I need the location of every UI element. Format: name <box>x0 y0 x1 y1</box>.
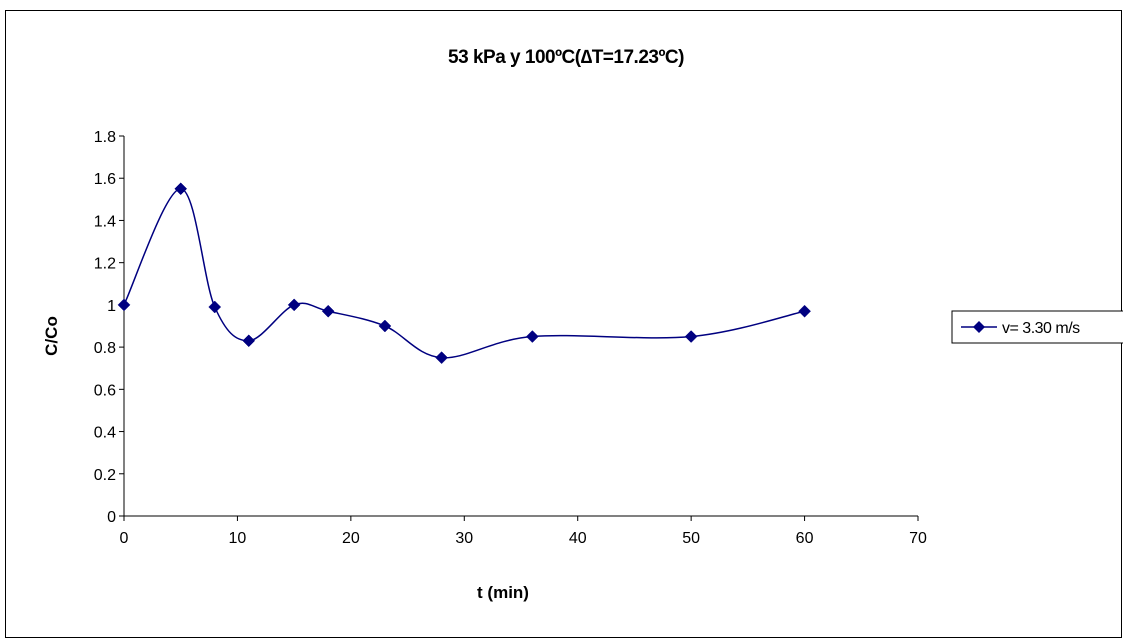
x-tick-label: 60 <box>796 530 814 547</box>
y-tick-label: 0 <box>107 509 116 526</box>
x-tick-label: 40 <box>569 530 587 547</box>
y-tick-label: 0.8 <box>94 340 116 357</box>
y-tick-label: 1.6 <box>94 171 116 188</box>
data-point <box>684 330 698 343</box>
x-tick-label: 0 <box>120 530 129 547</box>
line-chart: 53 kPa y 100ºC(∆T=17.23ºC) C/Co t (min) … <box>42 47 1123 602</box>
data-point <box>525 330 539 343</box>
x-axis-title: t (min) <box>477 583 529 602</box>
x-tick-label: 30 <box>455 530 473 547</box>
x-tick-label: 50 <box>682 530 700 547</box>
y-tick-label: 0.6 <box>94 382 116 399</box>
data-point <box>174 182 188 196</box>
plot-area <box>117 182 811 365</box>
data-point <box>435 351 448 365</box>
data-point <box>798 304 811 318</box>
x-tick-label: 10 <box>229 530 247 547</box>
x-tick-label: 70 <box>909 530 927 547</box>
legend: v= 3.30 m/s <box>951 310 1123 344</box>
x-tick-label: 20 <box>342 530 360 547</box>
y-tick-label: 1.4 <box>94 213 116 230</box>
series-line <box>123 188 805 359</box>
legend-marker <box>973 321 985 333</box>
y-tick-label: 0.4 <box>94 425 116 442</box>
data-point <box>287 298 301 312</box>
data-point <box>242 334 256 348</box>
y-tick-label: 0.2 <box>94 467 116 484</box>
chart-frame: 53 kPa y 100ºC(∆T=17.23ºC) C/Co t (min) … <box>5 10 1123 638</box>
y-tick-label: 1.2 <box>94 256 116 273</box>
y-tick-label: 1.8 <box>94 129 116 146</box>
chart-title: 53 kPa y 100ºC(∆T=17.23ºC) <box>448 47 684 68</box>
legend-entry: v= 3.30 m/s <box>1002 320 1080 337</box>
y-axis-title: C/Co <box>42 316 61 356</box>
axes: 0 0.2 0.4 0.6 0.8 1 1.2 1.4 1.6 1.8 0 10 20 30 40 50 60 7… <box>94 129 927 547</box>
data-point <box>321 304 335 318</box>
y-tick-label: 1 <box>107 298 116 315</box>
data-point <box>117 298 131 312</box>
data-point <box>378 319 392 333</box>
data-point <box>208 300 222 314</box>
